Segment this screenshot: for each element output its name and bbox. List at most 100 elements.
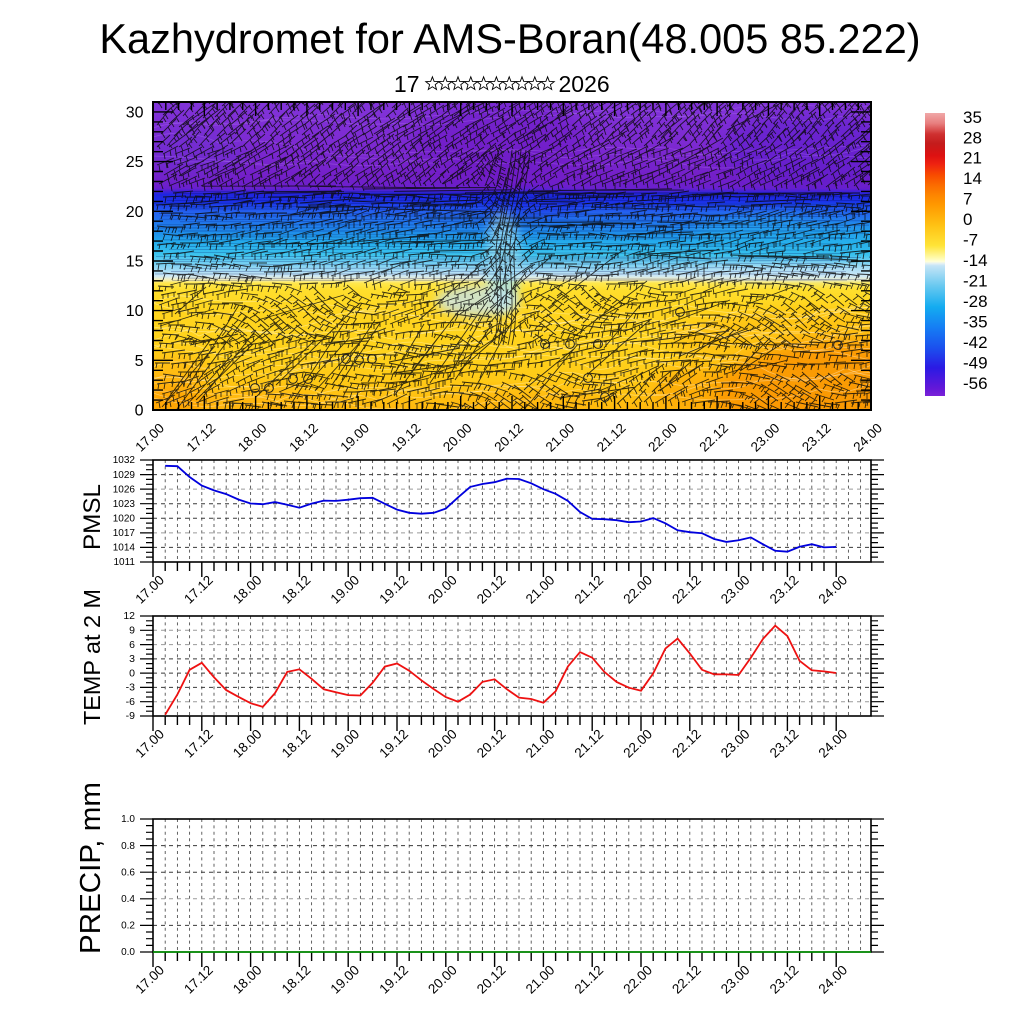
svg-text:15: 15 bbox=[126, 254, 144, 271]
svg-text:21.12: 21.12 bbox=[572, 962, 607, 996]
svg-text:-9: -9 bbox=[126, 710, 135, 722]
svg-text:-56: -56 bbox=[963, 374, 988, 393]
svg-text:1032: 1032 bbox=[113, 455, 136, 466]
svg-text:23.12: 23.12 bbox=[767, 726, 802, 760]
svg-text:0: 0 bbox=[963, 210, 972, 229]
svg-text:21: 21 bbox=[963, 149, 982, 168]
svg-text:19.00: 19.00 bbox=[337, 420, 372, 454]
svg-text:-14: -14 bbox=[963, 251, 988, 270]
svg-text:22.12: 22.12 bbox=[696, 420, 731, 454]
svg-text:-42: -42 bbox=[963, 333, 988, 352]
svg-text:19.00: 19.00 bbox=[328, 962, 363, 996]
svg-text:35: 35 bbox=[963, 108, 982, 127]
svg-text:20.00: 20.00 bbox=[425, 962, 460, 996]
svg-text:1017: 1017 bbox=[113, 528, 136, 539]
svg-text:20.12: 20.12 bbox=[474, 962, 509, 996]
svg-text:9: 9 bbox=[129, 625, 135, 637]
svg-text:18.00: 18.00 bbox=[230, 572, 265, 606]
svg-text:22.00: 22.00 bbox=[620, 726, 655, 760]
svg-text:-7: -7 bbox=[963, 231, 978, 250]
svg-text:28: 28 bbox=[963, 128, 982, 147]
svg-text:-3: -3 bbox=[126, 682, 135, 694]
svg-text:PMSL: PMSL bbox=[79, 484, 106, 550]
svg-text:2026: 2026 bbox=[559, 71, 610, 97]
svg-text:0.6: 0.6 bbox=[121, 867, 135, 878]
svg-text:-6: -6 bbox=[126, 696, 135, 708]
svg-text:21.12: 21.12 bbox=[572, 726, 607, 760]
svg-text:17.00: 17.00 bbox=[132, 572, 167, 606]
svg-text:18.00: 18.00 bbox=[230, 962, 265, 996]
svg-text:18.12: 18.12 bbox=[279, 726, 314, 760]
svg-text:0.2: 0.2 bbox=[121, 921, 135, 932]
svg-text:0.0: 0.0 bbox=[121, 947, 135, 958]
svg-text:22.00: 22.00 bbox=[620, 572, 655, 606]
svg-text:21.00: 21.00 bbox=[523, 726, 558, 760]
svg-text:18.00: 18.00 bbox=[235, 420, 270, 454]
svg-text:17: 17 bbox=[394, 71, 420, 97]
svg-text:PRECIP, mm: PRECIP, mm bbox=[75, 782, 107, 954]
svg-text:-21: -21 bbox=[963, 272, 988, 291]
svg-text:25: 25 bbox=[126, 154, 144, 171]
svg-text:21.00: 21.00 bbox=[543, 420, 578, 454]
svg-text:17.00: 17.00 bbox=[132, 726, 167, 760]
svg-text:1020: 1020 bbox=[113, 514, 136, 525]
svg-text:TEMP at 2 M: TEMP at 2 M bbox=[79, 589, 105, 725]
svg-text:18.12: 18.12 bbox=[279, 572, 314, 606]
svg-text:14: 14 bbox=[963, 169, 982, 188]
svg-text:24.00: 24.00 bbox=[816, 572, 851, 606]
svg-text:17.12: 17.12 bbox=[181, 962, 216, 996]
svg-text:19.12: 19.12 bbox=[376, 726, 411, 760]
svg-text:-28: -28 bbox=[963, 292, 988, 311]
svg-text:20.00: 20.00 bbox=[440, 420, 475, 454]
svg-text:17.00: 17.00 bbox=[132, 962, 167, 996]
svg-text:17.12: 17.12 bbox=[184, 420, 219, 454]
svg-text:-49: -49 bbox=[963, 353, 988, 372]
svg-text:23.00: 23.00 bbox=[748, 420, 783, 454]
svg-text:21.12: 21.12 bbox=[594, 420, 629, 454]
svg-text:20.00: 20.00 bbox=[425, 726, 460, 760]
svg-text:19.12: 19.12 bbox=[376, 962, 411, 996]
svg-text:0.4: 0.4 bbox=[121, 894, 135, 905]
svg-text:0.8: 0.8 bbox=[121, 841, 135, 852]
svg-text:20.12: 20.12 bbox=[474, 726, 509, 760]
svg-text:18.12: 18.12 bbox=[286, 420, 321, 454]
svg-text:24.00: 24.00 bbox=[816, 962, 851, 996]
svg-text:20: 20 bbox=[126, 204, 144, 221]
svg-text:30: 30 bbox=[126, 104, 144, 121]
svg-text:1026: 1026 bbox=[113, 484, 136, 495]
svg-text:20.00: 20.00 bbox=[425, 572, 460, 606]
svg-text:22.00: 22.00 bbox=[645, 420, 680, 454]
svg-text:22.12: 22.12 bbox=[669, 962, 704, 996]
svg-text:0: 0 bbox=[129, 667, 135, 679]
svg-text:23.12: 23.12 bbox=[767, 962, 802, 996]
svg-text:22.00: 22.00 bbox=[620, 962, 655, 996]
svg-text:17.00: 17.00 bbox=[132, 420, 167, 454]
svg-text:1029: 1029 bbox=[113, 470, 136, 481]
svg-text:21.12: 21.12 bbox=[572, 572, 607, 606]
svg-text:19.00: 19.00 bbox=[328, 726, 363, 760]
svg-text:7: 7 bbox=[963, 190, 972, 209]
svg-text:23.00: 23.00 bbox=[718, 572, 753, 606]
svg-text:21.00: 21.00 bbox=[523, 962, 558, 996]
svg-text:Kazhydromet for AMS-Boran(48.0: Kazhydromet for AMS-Boran(48.005 85.222) bbox=[99, 15, 920, 62]
svg-text:23.00: 23.00 bbox=[718, 962, 753, 996]
svg-text:24.00: 24.00 bbox=[816, 726, 851, 760]
svg-text:1014: 1014 bbox=[113, 543, 136, 554]
svg-text:10: 10 bbox=[126, 303, 144, 320]
svg-text:23.12: 23.12 bbox=[767, 572, 802, 606]
svg-text:20.12: 20.12 bbox=[491, 420, 526, 454]
svg-text:1011: 1011 bbox=[113, 557, 135, 568]
svg-text:5: 5 bbox=[135, 353, 144, 370]
svg-text:22.12: 22.12 bbox=[669, 726, 704, 760]
svg-text:3: 3 bbox=[129, 653, 135, 665]
svg-text:24.00: 24.00 bbox=[850, 420, 885, 454]
svg-text:0: 0 bbox=[135, 403, 144, 420]
svg-text:19.00: 19.00 bbox=[328, 572, 363, 606]
svg-text:12: 12 bbox=[123, 610, 135, 622]
svg-text:1.0: 1.0 bbox=[121, 814, 135, 825]
svg-text:6: 6 bbox=[129, 639, 135, 651]
svg-text:1023: 1023 bbox=[113, 499, 136, 510]
svg-text:17.12: 17.12 bbox=[181, 726, 216, 760]
svg-text:19.12: 19.12 bbox=[389, 420, 424, 454]
svg-text:-35: -35 bbox=[963, 312, 988, 331]
